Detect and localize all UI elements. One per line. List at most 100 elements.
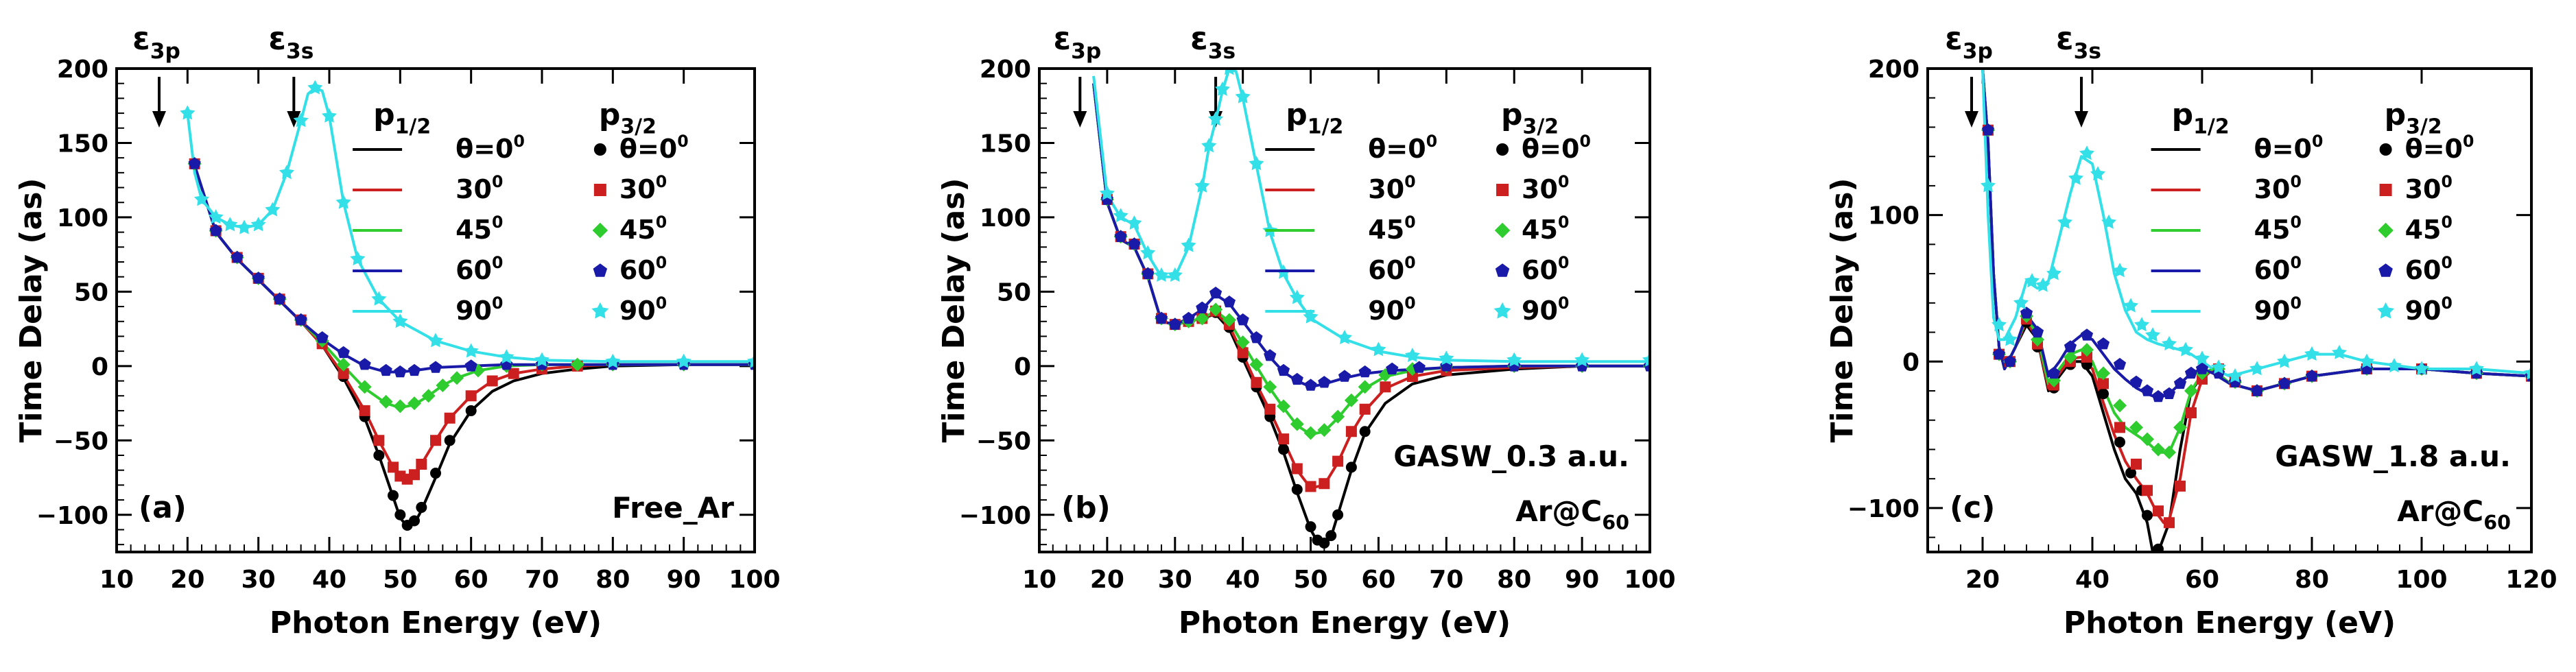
data-point-p32-60 [2064, 340, 2077, 352]
data-point-p32-60 [1290, 372, 1303, 385]
data-point-p32-30 [1305, 481, 1316, 492]
data-point-p32-45 [436, 379, 450, 393]
data-point-p32-30 [508, 368, 519, 379]
legend-label-p32-0: θ=00 [2405, 132, 2474, 164]
data-point-p32-90 [1194, 178, 1210, 193]
data-point-p32-60 [1128, 237, 1141, 250]
legend-header-p12: p1/2 [373, 97, 431, 139]
data-point-p32-0 [2114, 436, 2125, 448]
data-point-p32-60 [2080, 328, 2094, 341]
data-point-p32-30 [2142, 485, 2153, 496]
data-point-p32-30 [1319, 478, 1330, 490]
data-point-p32-90 [2162, 336, 2177, 350]
data-point-p32-30 [1291, 463, 1303, 475]
data-point-p32-30 [465, 390, 477, 402]
data-point-p32-45 [2173, 420, 2187, 435]
data-point-p32-30 [444, 412, 456, 424]
legend-label-p32-90: 900 [619, 293, 667, 326]
plot-area [1981, 69, 2531, 552]
legend-label-p32-90-part: 0 [1558, 293, 1569, 313]
plot-area [180, 80, 755, 531]
annotation-system-part: 60 [2483, 511, 2511, 534]
legend-label-p12-30-part: 30 [456, 174, 492, 204]
data-point-p32-90 [1371, 341, 1386, 357]
legend-label-p12-0-part: 0 [513, 132, 524, 151]
legend-label-p32-60-part: 0 [2441, 253, 2452, 272]
data-point-p32-60 [2250, 384, 2264, 396]
data-point-p32-45 [2184, 384, 2198, 398]
data-point-p32-90 [2112, 263, 2127, 278]
data-point-p32-0 [1278, 444, 1289, 455]
legend-label-p12-90: 900 [456, 293, 503, 326]
x-tick-label: 60 [1361, 566, 1395, 594]
legend-label-p32-30: 300 [2405, 172, 2453, 204]
data-point-p32-90 [1642, 352, 1650, 367]
data-point-p32-45 [2162, 445, 2176, 459]
legend-label-p12-60-part: 60 [456, 255, 492, 285]
data-point-p32-60 [1413, 361, 1426, 373]
legend-label-p32-90-part: 90 [2405, 296, 2442, 326]
threshold-label-e3p-part: 3p [1071, 39, 1101, 64]
legend-label-p12-30: 300 [456, 172, 503, 204]
data-point-p32-30 [359, 405, 370, 416]
data-point-p32-30 [1332, 455, 1344, 467]
data-point-p32-90 [2469, 361, 2484, 376]
data-point-p32-30 [1278, 433, 1289, 445]
data-point-p32-90 [2249, 361, 2265, 376]
data-point-p32-0 [2142, 509, 2153, 521]
legend-label-p12-0-part: 0 [2312, 132, 2323, 151]
data-point-p32-0 [394, 509, 406, 520]
data-point-p32-45 [1236, 335, 1250, 350]
threshold-label-e3s-part: 3s [286, 39, 314, 64]
data-point-p32-60 [1236, 313, 1249, 326]
legend-marker-90 [1493, 302, 1511, 319]
data-point-p32-0 [1305, 521, 1316, 533]
legend-label-p12-90: 900 [2254, 293, 2302, 326]
legend-label-p32-30-part: 0 [1558, 172, 1569, 191]
x-tick-label: 70 [1429, 566, 1463, 594]
data-point-p32-90 [2228, 368, 2243, 383]
data-point-p32-0 [2153, 543, 2164, 552]
legend-label-p32-45-part: 0 [656, 213, 667, 232]
legend-label-p32-90-part: 0 [2441, 293, 2452, 313]
legend-header-p12-part: p [2172, 97, 2194, 132]
legend-header-p12-part: p [1286, 97, 1308, 132]
legend-header-p32: p3/2 [599, 97, 657, 139]
data-point-p32-60 [209, 224, 222, 237]
data-point-p32-45 [407, 396, 421, 411]
data-point-p32-60 [1304, 379, 1317, 391]
x-tick-label: 10 [1022, 566, 1056, 594]
data-point-p32-90 [194, 191, 209, 206]
data-point-p32-90 [350, 251, 366, 265]
data-point-p32-60 [1209, 287, 1222, 299]
legend-label-p12-30-part: 0 [2290, 172, 2301, 191]
x-tick-label: 30 [1158, 566, 1192, 594]
legend-label-p12-45: 450 [456, 213, 503, 245]
data-point-p32-90 [322, 108, 337, 123]
legend-label-p12-90-part: 0 [1404, 293, 1415, 313]
data-point-p32-60 [2195, 362, 2209, 374]
data-point-p32-60 [1250, 331, 1263, 344]
data-point-p32-60 [1114, 230, 1127, 242]
legend-label-p12-60: 600 [456, 253, 503, 285]
y-tick-label: −100 [1847, 495, 1919, 523]
data-point-p32-30 [1237, 347, 1249, 359]
data-point-p32-45 [1263, 380, 1277, 394]
data-point-p32-60 [2096, 337, 2110, 350]
legend-marker-45 [2378, 222, 2394, 239]
legend-label-p12-60: 600 [2254, 253, 2302, 285]
data-point-p32-30 [2131, 458, 2142, 470]
y-tick-label: −50 [54, 427, 108, 455]
data-point-p32-30 [416, 459, 427, 470]
data-point-p32-90 [307, 80, 323, 95]
data-point-p32-0 [1291, 483, 1303, 495]
legend-label-p32-60-part: 60 [1522, 255, 1558, 285]
data-point-p32-60 [1277, 363, 1290, 376]
data-point-p32-30 [373, 435, 385, 446]
data-point-p32-90 [2101, 214, 2116, 229]
data-point-p32-90 [2211, 359, 2226, 374]
x-tick-label: 20 [1090, 566, 1124, 594]
x-tick-label: 100 [729, 566, 780, 594]
legend-label-p12-0: θ=00 [456, 132, 525, 164]
data-point-p32-90 [2178, 341, 2193, 357]
